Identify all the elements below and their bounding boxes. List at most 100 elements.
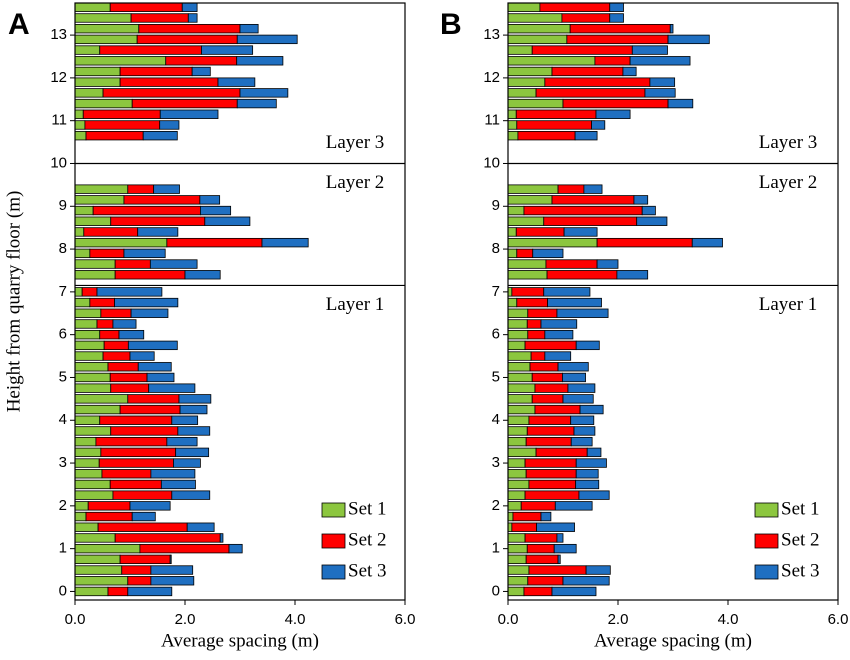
bar-segment	[74, 45, 101, 55]
bar-segment	[74, 543, 141, 554]
bar-segment	[527, 329, 546, 340]
bar-segment	[74, 319, 98, 329]
legend-label: Set 2	[348, 529, 387, 550]
bar-segment	[92, 205, 201, 216]
bar-segment	[515, 227, 565, 237]
bar-segment	[171, 490, 211, 500]
bar-segment	[127, 394, 180, 404]
bar-segment	[74, 351, 104, 361]
bar-segment	[173, 458, 201, 468]
y-tick-label: 12	[483, 69, 500, 86]
y-tick-label: 7	[492, 283, 500, 300]
bar-segment	[74, 248, 91, 259]
bar-segment	[160, 479, 196, 490]
bar-segment	[74, 270, 116, 280]
bar-segment	[201, 45, 254, 55]
bar-segment	[114, 297, 179, 308]
bar-segment	[562, 372, 586, 383]
y-axis-label: Height from quarry floor (m)	[3, 191, 24, 413]
bar-segment	[609, 2, 624, 12]
bar-segment	[129, 501, 171, 511]
bar-segment	[74, 13, 132, 23]
bar-segment	[507, 511, 514, 522]
bar-segment	[544, 329, 574, 340]
bar-segment	[575, 458, 607, 468]
bar-segment	[83, 227, 139, 237]
bar-segment	[239, 23, 259, 34]
y-tick-label: 10	[483, 154, 500, 171]
bar-segment	[539, 2, 611, 12]
bar-segment	[669, 23, 674, 34]
bar-segment	[507, 13, 563, 23]
bar-segment	[631, 45, 668, 55]
bar-segment	[89, 297, 115, 308]
bar-segment	[110, 383, 150, 393]
bar-segment	[99, 329, 120, 340]
bar-segment	[119, 66, 193, 77]
bar-segment	[546, 270, 618, 280]
legend-swatch	[321, 502, 346, 518]
plot-frame	[74, 2, 406, 601]
bar-segment	[562, 394, 594, 404]
bar-segment	[507, 2, 541, 12]
bar-segment	[507, 227, 517, 237]
legend-swatch	[321, 533, 346, 549]
bar-segment	[567, 383, 596, 393]
legend-swatch	[754, 502, 779, 518]
bar-segment	[507, 404, 536, 415]
bar-segment	[74, 383, 112, 393]
bar-segment	[507, 554, 527, 565]
bar-segment	[99, 45, 202, 55]
bar-segment	[74, 109, 84, 119]
bar-segment	[622, 66, 637, 77]
bar-segment	[74, 394, 129, 404]
bar-segment	[184, 270, 221, 280]
bar-segment	[586, 447, 602, 458]
bar-segment	[507, 458, 526, 468]
bar-segment	[228, 543, 243, 554]
bar-segment	[540, 319, 578, 329]
bar-segment	[507, 340, 526, 351]
layer-label: Layer 2	[326, 172, 385, 193]
bar-segment	[74, 130, 87, 141]
bar-segment	[150, 576, 195, 586]
legend-label: Set 3	[348, 560, 387, 581]
bar-segment	[531, 372, 563, 383]
layer-label: Layer 1	[759, 294, 818, 315]
legend-label: Set 2	[781, 529, 820, 550]
bar-segment	[667, 34, 710, 45]
bar-segment	[544, 351, 572, 361]
bar-segment	[569, 23, 671, 34]
bar-segment	[524, 458, 577, 468]
bar-segment	[159, 109, 219, 119]
x-tick-label: 4.0	[285, 611, 306, 628]
legend-label: Set 3	[781, 560, 820, 581]
bar-segment	[118, 329, 145, 340]
bar-segment	[525, 469, 577, 479]
bar-segment	[556, 308, 609, 318]
bar-segment	[102, 88, 241, 98]
bar-segment	[191, 66, 211, 77]
legend-label: Set 1	[348, 498, 387, 519]
bar-segment	[119, 77, 219, 87]
bar-segment	[119, 554, 171, 565]
bar-segment	[547, 297, 602, 308]
bar-segment	[74, 458, 100, 468]
bar-segment	[98, 458, 174, 468]
bar-segment	[583, 184, 603, 194]
bar-segment	[609, 13, 624, 23]
y-tick-label: 2	[59, 497, 67, 514]
bar-segment	[74, 501, 89, 511]
bar-segment	[74, 184, 129, 194]
bar-segment	[595, 109, 631, 119]
layer-label: Layer 1	[326, 294, 385, 315]
bar-segment	[551, 66, 624, 77]
bar-segment	[165, 56, 238, 66]
bar-segment	[74, 404, 121, 415]
bar-segment	[96, 319, 114, 329]
bar-segment	[112, 319, 137, 329]
bar-segment	[570, 436, 593, 447]
bar-segment	[551, 195, 635, 205]
legend-swatch	[321, 564, 346, 580]
bar-segment	[102, 351, 131, 361]
